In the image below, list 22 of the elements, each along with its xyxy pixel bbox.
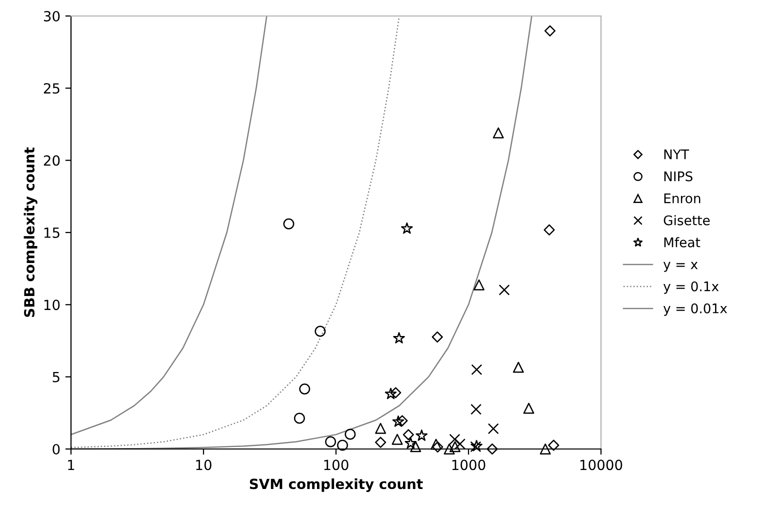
- legend-label: Gisette: [664, 215, 710, 226]
- legend-label: y = x: [663, 262, 698, 272]
- y-tick-label: 5: [52, 372, 60, 382]
- y-axis-title: SBB complexity count: [24, 147, 38, 317]
- x-tick-label: 10000: [580, 460, 622, 470]
- y-tick-label: 20: [44, 155, 60, 166]
- legend-label: Enron: [664, 194, 700, 204]
- legend-label: y = 0.1x: [663, 281, 719, 294]
- legend-label: NIPS: [664, 171, 692, 182]
- x-tick-label: 10: [196, 460, 212, 470]
- y-tick-label: 0: [52, 444, 60, 454]
- legend-label: NYT: [664, 150, 690, 160]
- y-tick-label: 10: [44, 300, 60, 310]
- x-tick-label: 1: [68, 460, 74, 470]
- x-tick-label: 100: [324, 460, 348, 470]
- x-axis-title: SVM complexity count: [250, 478, 423, 492]
- y-tick-label: 25: [44, 83, 60, 94]
- y-tick-label: 30: [44, 10, 60, 22]
- legend-label: y = 0.01x: [663, 303, 728, 316]
- y-tick-label: 15: [44, 228, 60, 238]
- x-tick-label: 1000: [452, 460, 486, 470]
- legend-label: Mfeat: [664, 237, 700, 248]
